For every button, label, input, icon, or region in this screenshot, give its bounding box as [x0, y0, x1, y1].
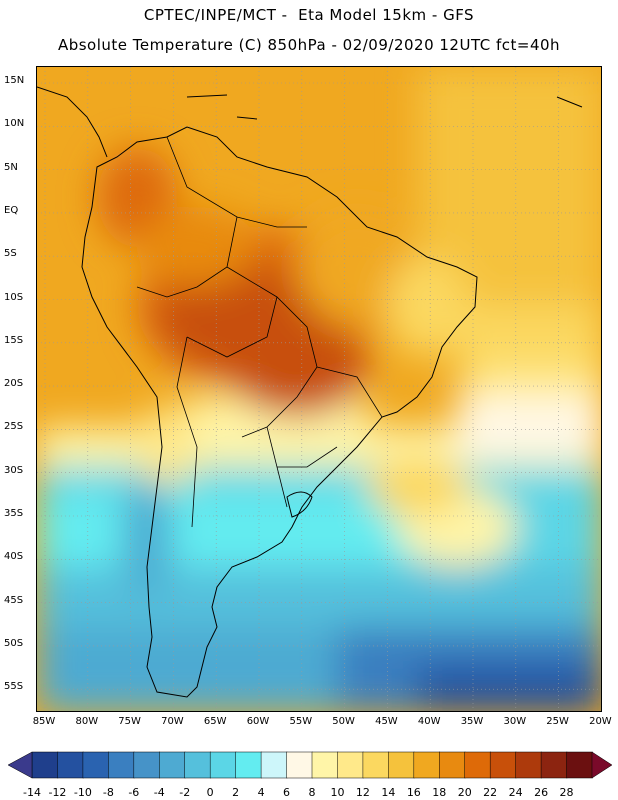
longitude-label: 75W: [118, 716, 141, 727]
colorbar-tick-label: -12: [48, 786, 67, 799]
colorbar-swatch: [464, 751, 491, 779]
colorbar-swatch: [362, 751, 390, 779]
latitude-label: 5N: [4, 161, 18, 173]
latitude-label: 55S: [4, 681, 24, 693]
colorbar-tick-label: 20: [457, 786, 472, 799]
latitude-label: 35S: [4, 508, 24, 519]
colorbar-tick-label: 8: [308, 786, 316, 799]
colorbar-swatch: [260, 751, 288, 779]
uruguay-outline: [286, 491, 313, 518]
latitude-label: 50S: [4, 637, 24, 649]
coastlines: [37, 86, 583, 698]
temperature-field: [37, 67, 601, 711]
latitude-label: 15S: [4, 334, 24, 346]
colorbar-tick-label: 16: [406, 786, 421, 799]
longitude-label: 20W: [589, 716, 612, 727]
colorbar-swatch: [31, 751, 59, 779]
caribbean-islands: [186, 94, 583, 120]
colorbar-swatch: [311, 751, 339, 779]
colorbar-swatch: [82, 751, 110, 779]
latitude-label: 15N: [4, 75, 25, 86]
colorbar-tick-label: 22: [483, 786, 498, 799]
latitude-label: 5S: [4, 248, 17, 260]
latitude-label: 45S: [4, 594, 24, 606]
longitude-label: 40W: [417, 716, 441, 727]
latitude-label: 25S: [4, 421, 24, 433]
longitude-label: 35W: [460, 716, 484, 727]
latitude-label: EQ: [4, 204, 19, 216]
longitude-label: 60W: [246, 716, 270, 727]
title-field-date: Absolute Temperature (C) 850hPa - 02/09/…: [57, 36, 561, 54]
colorbar-swatch: [57, 751, 84, 779]
colorbar-tick-label: -2: [179, 786, 191, 799]
colorbar-tick-label: 28: [559, 786, 574, 799]
longitude-label: 85W: [32, 716, 56, 727]
colorbar-swatch: [108, 751, 135, 779]
colorbar-tick-label: 0: [206, 786, 214, 799]
colorbar-swatch: [515, 751, 542, 779]
latitude-label: 20S: [4, 378, 24, 390]
colorbar-tick-label: 26: [534, 786, 549, 799]
longitude-label: 25W: [546, 716, 569, 727]
longitude-label: 50W: [332, 716, 355, 727]
colorbar-tick-label: 4: [257, 786, 265, 799]
colorbar-swatch: [184, 751, 211, 779]
longitude-label: 45W: [375, 716, 398, 727]
longitude-label: 70W: [161, 716, 184, 727]
colorbar-swatch: [235, 751, 262, 779]
temperature-map: [36, 66, 602, 712]
colorbar-swatch: [439, 751, 466, 779]
colorbar-tick-label: -14: [23, 786, 41, 799]
colorbar-tick-label: -4: [153, 786, 165, 799]
colorbar-swatch: [413, 751, 441, 779]
country-borders: [136, 136, 383, 528]
colorbar-tick-label: 12: [355, 786, 370, 799]
colorbar-tick-label: 6: [283, 786, 291, 799]
latitude-label: 30S: [4, 464, 24, 476]
colorbar-tick-label: -8: [102, 786, 114, 799]
south-america-coast: [81, 126, 478, 698]
longitude-label: 80W: [75, 716, 99, 727]
title-model: CPTEC/INPE/MCT - Eta Model 15km - GFS: [143, 6, 475, 24]
colorbar-swatch: [209, 751, 237, 779]
colorbar-swatch: [159, 751, 186, 779]
colorbar-tick-label: 2: [232, 786, 240, 799]
colorbar-tick-label: 18: [432, 786, 447, 799]
latitude-label: 40S: [4, 551, 24, 563]
latitude-label: 10N: [4, 118, 25, 130]
colorbar-min-arrow: [7, 751, 33, 779]
central-america-coast: [37, 86, 108, 158]
colorbar-swatch: [133, 751, 161, 779]
colorbar-tick-label: -10: [73, 786, 92, 799]
colorbar-swatch: [337, 751, 364, 779]
map-canvas: [37, 67, 601, 711]
colorbar-swatch: [566, 751, 593, 779]
colorbar: [7, 751, 613, 779]
longitude-label: 55W: [289, 716, 313, 727]
longitude-label: 65W: [203, 716, 227, 727]
colorbar-swatch: [540, 751, 568, 779]
colorbar-swatch: [388, 751, 415, 779]
colorbar-tick-label: 24: [508, 786, 523, 799]
colorbar-tick-label: 14: [381, 786, 396, 799]
colorbar-tick-label: 10: [330, 786, 345, 799]
colorbar-swatch: [489, 751, 517, 779]
colorbar-swatch: [286, 751, 313, 779]
colorbar-tick-label: -6: [128, 786, 140, 799]
colorbar-max-arrow: [591, 751, 613, 779]
longitude-label: 30W: [503, 716, 527, 727]
latitude-label: 10S: [4, 291, 24, 303]
